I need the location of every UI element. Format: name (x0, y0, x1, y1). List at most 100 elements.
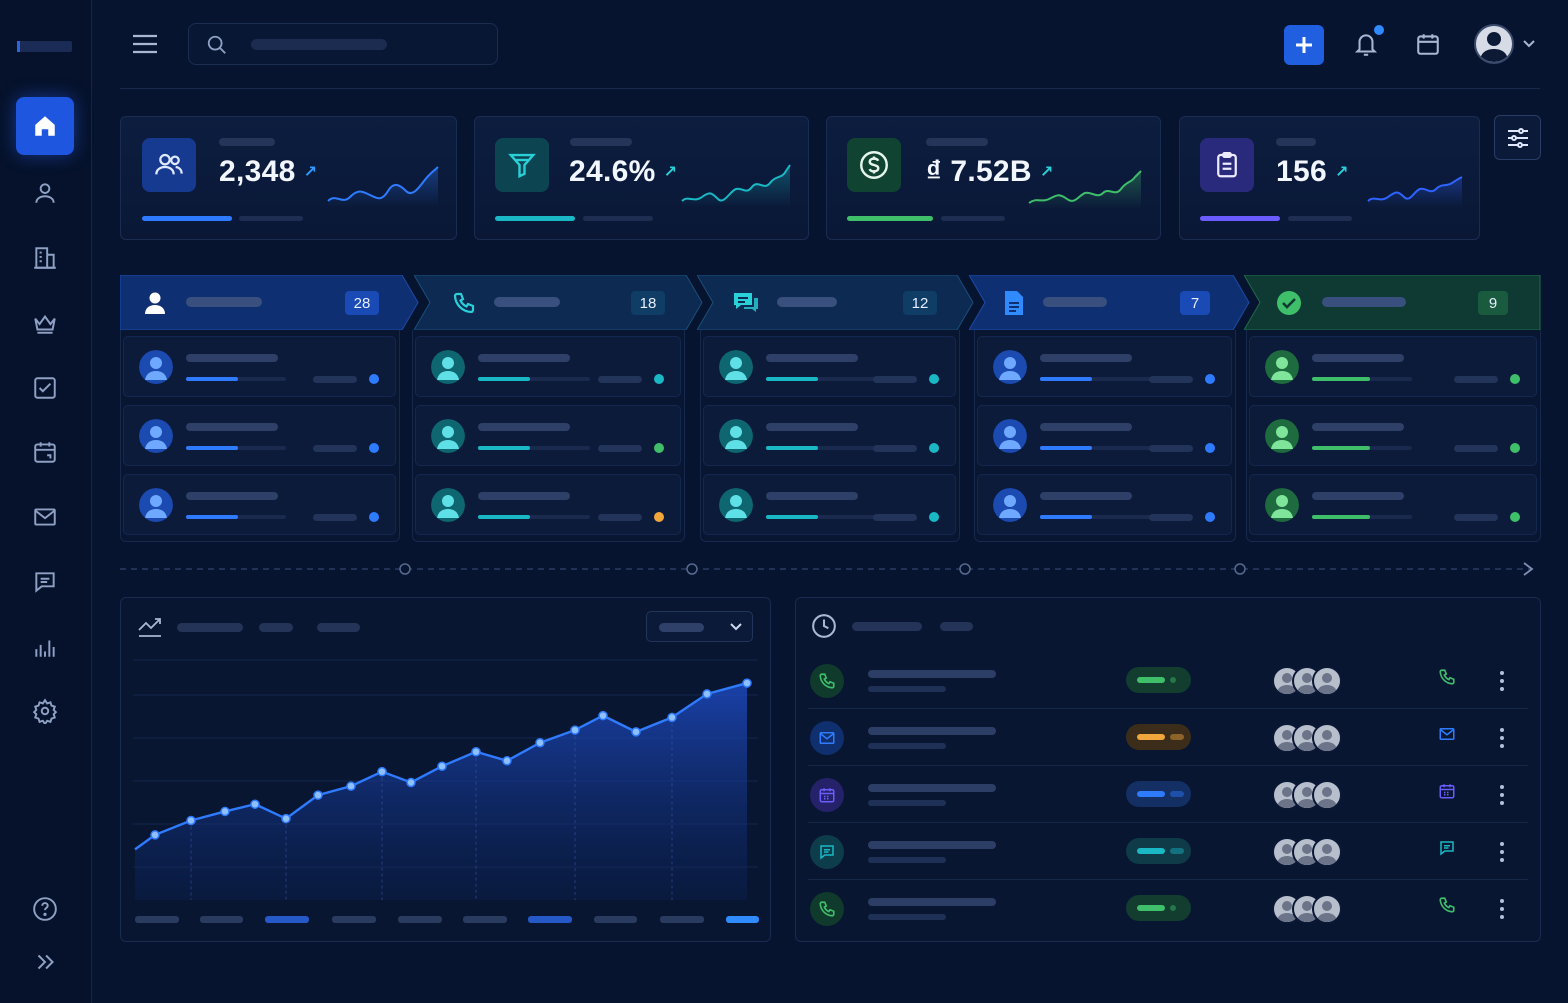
nav-calendar[interactable] (16, 423, 74, 481)
chart-point[interactable] (502, 756, 512, 766)
chart-point[interactable] (598, 710, 608, 721)
lead-card[interactable] (977, 336, 1232, 397)
nav-home[interactable] (16, 97, 74, 155)
logo[interactable] (17, 41, 72, 52)
activity-participants[interactable] (1272, 666, 1342, 696)
activity-action-button[interactable] (1438, 839, 1464, 865)
activity-row[interactable] (808, 823, 1528, 880)
kpi-card-conversion[interactable]: 24.6% ↗ (474, 116, 809, 240)
activity-participants[interactable] (1272, 723, 1342, 753)
activity-action-button[interactable] (1438, 668, 1464, 694)
lead-progress-fill (186, 515, 238, 519)
search-input[interactable] (188, 23, 498, 65)
pipeline-stage-new[interactable]: 28 (120, 275, 420, 330)
lead-card[interactable] (1249, 405, 1537, 466)
pipeline-stage-won[interactable]: 9 (1244, 275, 1541, 330)
more-options-button[interactable] (1498, 896, 1506, 922)
nav-reports[interactable] (16, 618, 74, 676)
participant-avatar (1312, 780, 1342, 810)
lead-card[interactable] (703, 405, 956, 466)
chart-tab[interactable] (259, 623, 293, 632)
lead-card[interactable] (123, 405, 396, 466)
lead-card[interactable] (415, 336, 681, 397)
activity-participants[interactable] (1272, 780, 1342, 810)
nav-tasks[interactable] (16, 359, 74, 417)
chart-point[interactable] (471, 747, 481, 757)
calendar-button[interactable] (1412, 28, 1444, 60)
chart-point[interactable] (220, 806, 230, 817)
pipeline-stage-discussion[interactable]: 12 (697, 275, 975, 330)
kpi-card-tasks[interactable]: 156 ↗ (1179, 116, 1480, 240)
activity-participants[interactable] (1272, 837, 1342, 867)
add-button[interactable] (1284, 25, 1324, 65)
activity-action-button[interactable] (1438, 896, 1464, 922)
lead-card[interactable] (415, 405, 681, 466)
chart-point[interactable] (570, 725, 580, 735)
nav-deals[interactable] (16, 294, 74, 352)
chart-point[interactable] (346, 781, 356, 791)
nav-mail[interactable] (16, 488, 74, 546)
lead-card[interactable] (415, 474, 681, 535)
pipeline-stage-contacted[interactable]: 18 (414, 275, 704, 330)
activity-action-button[interactable] (1438, 782, 1464, 808)
more-options-button[interactable] (1498, 725, 1506, 751)
activity-row[interactable] (808, 880, 1528, 937)
user-menu-toggle[interactable] (1520, 36, 1538, 52)
lead-card[interactable] (123, 474, 396, 535)
chart-point[interactable] (535, 737, 545, 748)
activity-title (868, 841, 996, 849)
chart-point[interactable] (313, 790, 323, 800)
kpi-card-revenue[interactable]: ₫ 7.52B ↗ (826, 116, 1161, 240)
more-options-button[interactable] (1498, 668, 1506, 694)
lead-card[interactable] (1249, 336, 1537, 397)
lead-card[interactable] (977, 474, 1232, 535)
stage-count: 12 (903, 291, 937, 315)
nav-messages[interactable] (16, 553, 74, 611)
activity-row[interactable] (808, 652, 1528, 709)
lead-card[interactable] (1249, 474, 1537, 535)
nav-settings[interactable] (16, 682, 74, 740)
phone-icon (1438, 896, 1464, 914)
chart-point[interactable] (406, 777, 416, 788)
notifications-button[interactable] (1350, 28, 1382, 60)
chart-point[interactable] (742, 678, 752, 688)
chart-point[interactable] (377, 766, 387, 777)
lead-meta (598, 376, 642, 383)
activity-action-button[interactable] (1438, 725, 1464, 751)
lead-card[interactable] (977, 405, 1232, 466)
activity-type (810, 892, 844, 926)
nav-contacts[interactable] (16, 164, 74, 222)
chart-point[interactable] (250, 799, 260, 809)
lead-card[interactable] (123, 336, 396, 397)
nav-expand[interactable] (16, 933, 74, 991)
calendar-icon (34, 442, 56, 463)
chart-point[interactable] (186, 815, 196, 826)
lead-card[interactable] (703, 336, 956, 397)
period-select[interactable] (646, 611, 753, 642)
lead-progress-fill (1040, 515, 1092, 519)
phone-icon (818, 672, 836, 690)
activity-row[interactable] (808, 766, 1528, 823)
chart-point[interactable] (667, 712, 677, 723)
more-options-button[interactable] (1498, 839, 1506, 865)
chart-point[interactable] (281, 813, 291, 824)
activity-row[interactable] (808, 709, 1528, 766)
menu-button[interactable] (130, 30, 160, 58)
activity-participants[interactable] (1272, 894, 1342, 924)
lead-meta (1149, 445, 1193, 452)
nav-companies[interactable] (16, 229, 74, 287)
kpi-card-contacts[interactable]: 2,348 ↗ (120, 116, 457, 240)
chart-point[interactable] (631, 727, 641, 737)
chart-point[interactable] (150, 830, 160, 840)
phone-icon (453, 292, 475, 314)
filter-button[interactable] (1494, 115, 1541, 160)
chart-tab[interactable] (317, 623, 360, 632)
more-options-button[interactable] (1498, 782, 1506, 808)
pipeline-stage-proposal[interactable]: 7 (969, 275, 1251, 330)
nav-help[interactable] (16, 880, 74, 938)
chart-point[interactable] (437, 761, 447, 771)
chart-point[interactable] (702, 689, 712, 699)
user-avatar[interactable] (1474, 24, 1514, 64)
chart-title (177, 623, 243, 632)
lead-card[interactable] (703, 474, 956, 535)
